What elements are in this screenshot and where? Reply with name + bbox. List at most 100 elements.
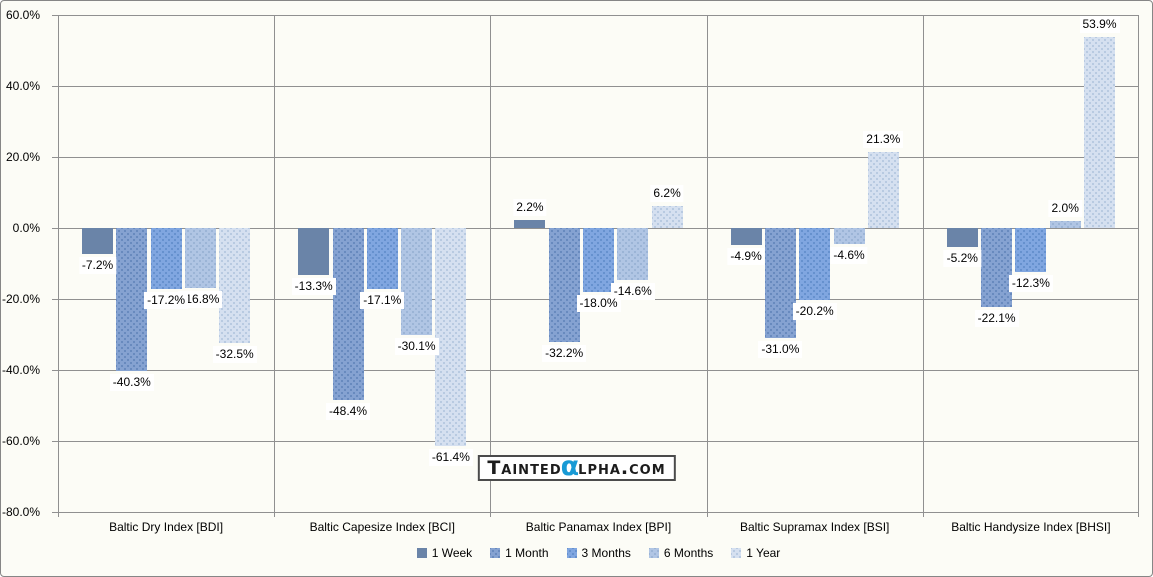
gridline <box>58 441 1139 442</box>
bar-label: -32.2% <box>542 345 587 363</box>
axis-tick <box>58 512 59 517</box>
bar-label: -17.2% <box>144 292 189 310</box>
bar-label: -31.0% <box>758 341 803 359</box>
axis-tick <box>490 512 492 517</box>
watermark-text-left: Tainted <box>487 457 562 479</box>
bar <box>366 228 398 289</box>
axis-tick <box>1138 512 1139 517</box>
y-tick-label: -40.0% <box>1 363 40 377</box>
legend-swatch <box>648 548 659 558</box>
category-label: Baltic Dry Index [BDI] <box>109 520 224 534</box>
bar-label: -40.3% <box>109 374 154 392</box>
y-axis: 60.0% 40.0% 20.0% 0.0% -20.0% -40.0% -60.0% -80… <box>1 8 49 519</box>
bar-label: -32.5% <box>212 346 257 364</box>
y-tick-label: -80.0% <box>1 505 40 519</box>
bar <box>401 228 433 335</box>
watermark-text-right: lpha.com <box>578 457 666 479</box>
axis-tick <box>274 512 276 517</box>
bar-label: -4.6% <box>830 247 868 265</box>
category-label: Baltic Supramax Index [BSI] <box>739 520 890 534</box>
bar <box>730 228 762 246</box>
y-tick-label: -60.0% <box>1 434 40 448</box>
y-tick-label: 60.0% <box>5 8 40 22</box>
gridline <box>58 370 1139 371</box>
axis-tick <box>52 512 58 513</box>
axis-tick <box>706 512 708 517</box>
gridline <box>58 15 1139 16</box>
legend-label: 6 Months <box>663 546 714 560</box>
bar-label: -17.1% <box>360 291 405 309</box>
bar <box>82 228 113 254</box>
category-label: Baltic Handysize Index [BHSI] <box>951 520 1111 534</box>
bar <box>1084 36 1115 228</box>
bar <box>799 228 831 300</box>
category-label: Baltic Panamax Index [BPI] <box>525 520 672 534</box>
legend-swatch <box>416 548 427 558</box>
axis-tick <box>52 299 58 300</box>
legend-swatch <box>566 548 577 558</box>
bar-label: 6.2% <box>650 185 684 202</box>
bar-label: -20.2% <box>792 302 837 320</box>
bar-label: -12.3% <box>1008 274 1053 292</box>
bar-label: 2.0% <box>1048 199 1082 217</box>
bar-label: -22.1% <box>974 309 1019 327</box>
bar <box>764 228 796 338</box>
legend-swatch <box>731 548 742 558</box>
bar <box>298 228 330 276</box>
bar-label: -48.4% <box>325 402 371 420</box>
legend-label: 1 Month <box>505 546 549 560</box>
legend-item: 3 Months <box>566 546 631 560</box>
legend-item: 1 Year <box>731 546 780 560</box>
bar <box>981 228 1013 307</box>
category-separator <box>706 15 708 512</box>
bar-label: -13.3% <box>291 278 336 296</box>
bar <box>184 228 216 288</box>
category-separator <box>490 15 492 512</box>
axis-tick <box>52 228 58 229</box>
bar <box>946 228 978 247</box>
category-separator <box>922 15 924 512</box>
bar <box>1049 220 1081 228</box>
legend-label: 1 Week <box>431 546 473 560</box>
bar <box>548 228 580 343</box>
bar-label: 21.3% <box>863 131 904 149</box>
gridline <box>58 157 1139 158</box>
y-tick-label: 40.0% <box>5 79 40 93</box>
bar <box>116 228 148 372</box>
bar <box>435 228 467 446</box>
legend-label: 1 Year <box>746 546 781 560</box>
plot-area: -7.2% -13.3% 2.2% -4.9% -5.2% -40.3% -48.4% -32… <box>52 15 1139 517</box>
y-tick-label: 20.0% <box>5 150 40 164</box>
bar-label: -16.8% <box>178 290 223 308</box>
axis-tick <box>52 370 58 371</box>
bar-label: -14.6% <box>610 282 655 300</box>
bar <box>583 228 614 292</box>
bar-label: -30.1% <box>394 337 439 355</box>
bar <box>651 206 683 228</box>
axis-tick <box>922 512 924 517</box>
bar <box>833 228 865 245</box>
bar <box>617 228 649 280</box>
watermark: Tainted α lpha.com <box>477 453 676 481</box>
y-tick-label: 0.0% <box>12 221 40 235</box>
axis-tick <box>52 86 58 87</box>
legend-item: 1 Week <box>416 546 473 560</box>
category-separator <box>274 15 276 512</box>
legend-label: 3 Months <box>581 546 631 560</box>
y-tick-label: -20.0% <box>1 292 40 306</box>
legend-item: 1 Month <box>490 546 549 560</box>
bar <box>867 152 899 228</box>
bar-label: 2.2% <box>513 199 547 217</box>
bar <box>219 228 251 344</box>
bar-label: -61.4% <box>428 449 473 466</box>
axis-tick <box>52 15 58 16</box>
bar-label: 53.9% <box>1079 15 1120 33</box>
bar-label: -4.9% <box>727 248 765 266</box>
legend: 1 Week 1 Month 3 Months 6 Months 1 Year <box>58 546 1139 560</box>
gridline <box>58 86 1139 87</box>
bar <box>514 220 546 228</box>
bar <box>150 228 182 290</box>
plot-border <box>1138 15 1139 512</box>
bar <box>1015 228 1047 272</box>
